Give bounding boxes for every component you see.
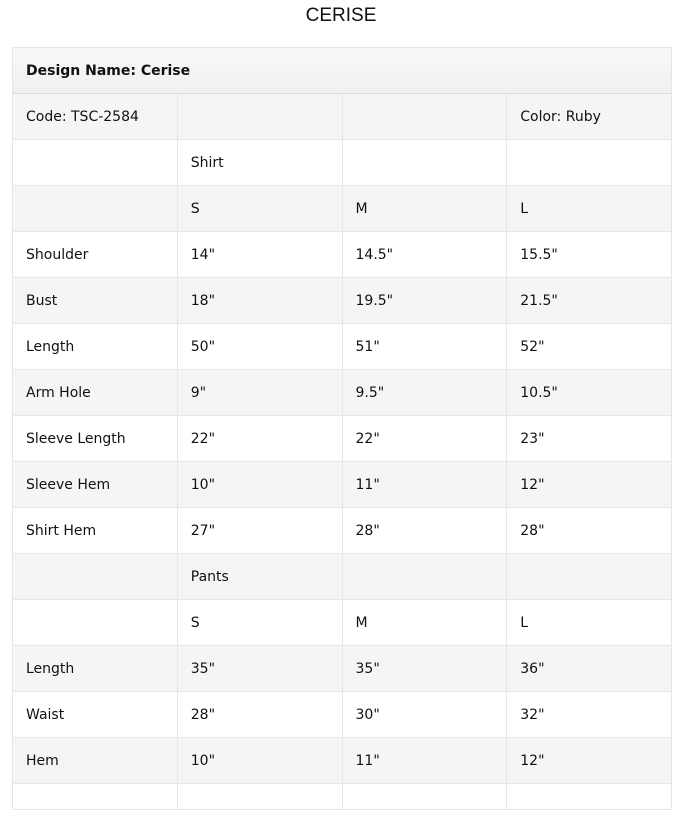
table-cell: 19.5" [341, 277, 508, 324]
table-cell: Length [12, 645, 178, 692]
table-cell: M [341, 185, 508, 232]
table-row: Bust 18" 19.5" 21.5" [12, 277, 672, 324]
table-row: Sleeve Hem 10" 11" 12" [12, 461, 672, 508]
table-cell: Shirt Hem [12, 507, 178, 554]
table-cell: 22" [341, 415, 508, 462]
table-cell: 21.5" [506, 277, 672, 324]
table-row: Sleeve Length 22" 22" 23" [12, 415, 672, 462]
table-cell: 18" [176, 277, 343, 324]
table-cell [506, 783, 672, 810]
table-cell: 12" [506, 737, 672, 784]
table-cell: 36" [506, 645, 672, 692]
table-cell: 22" [176, 415, 343, 462]
table-row: Arm Hole 9" 9.5" 10.5" [12, 369, 672, 416]
table-cell [506, 553, 672, 600]
table-cell [12, 553, 178, 600]
table-cell [341, 139, 508, 186]
table-cell: 28" [341, 507, 508, 554]
table-header-row: Design Name: Cerise [12, 47, 672, 94]
table-cell: 35" [176, 645, 343, 692]
table-row: Pants [12, 553, 672, 600]
design-name-header: Design Name: Cerise [12, 47, 672, 94]
table-cell: L [506, 599, 672, 646]
table-cell: 11" [341, 461, 508, 508]
table-cell: 50" [176, 323, 343, 370]
table-cell: 14" [176, 231, 343, 278]
table-row: Code: TSC-2584 Color: Ruby [12, 93, 672, 140]
table-cell: Length [12, 323, 178, 370]
table-cell: 10" [176, 737, 343, 784]
table-cell [341, 93, 508, 140]
table-cell: Waist [12, 691, 178, 738]
table-cell [12, 139, 178, 186]
table-cell: 27" [176, 507, 343, 554]
table-cell [176, 783, 343, 810]
table-cell: Shoulder [12, 231, 178, 278]
table-row: Hem 10" 11" 12" [12, 737, 672, 784]
table-cell [12, 783, 178, 810]
table-cell [341, 553, 508, 600]
table-cell [176, 93, 343, 140]
table-cell: Bust [12, 277, 178, 324]
table-row: Shirt [12, 139, 672, 186]
table-row: Waist 28" 30" 32" [12, 691, 672, 738]
table-cell: 30" [341, 691, 508, 738]
page-title: CERISE [305, 5, 377, 26]
table-cell: 10.5" [506, 369, 672, 416]
table-cell: L [506, 185, 672, 232]
table-cell: 15.5" [506, 231, 672, 278]
table-cell: Hem [12, 737, 178, 784]
table-cell: 11" [341, 737, 508, 784]
table-cell: 51" [341, 323, 508, 370]
table-cell: Code: TSC-2584 [12, 93, 178, 140]
table-row: Length 50" 51" 52" [12, 323, 672, 370]
table-cell [12, 599, 178, 646]
table-cell: 35" [341, 645, 508, 692]
table-row: Shirt Hem 27" 28" 28" [12, 507, 672, 554]
table-cell: 10" [176, 461, 343, 508]
table-cell: Sleeve Hem [12, 461, 178, 508]
table-cell: 9" [176, 369, 343, 416]
table-cell: Color: Ruby [506, 93, 672, 140]
table-cell: Sleeve Length [12, 415, 178, 462]
table-cell: S [176, 599, 343, 646]
table-cell: Shirt [176, 139, 343, 186]
table-cell: Pants [176, 553, 343, 600]
table-cell: Arm Hole [12, 369, 178, 416]
table-cell: S [176, 185, 343, 232]
table-cell [506, 139, 672, 186]
table-cell: 28" [506, 507, 672, 554]
table-cell: 23" [506, 415, 672, 462]
table-cell: 12" [506, 461, 672, 508]
table-row: Length 35" 35" 36" [12, 645, 672, 692]
table-cell: 9.5" [341, 369, 508, 416]
table-cell: 28" [176, 691, 343, 738]
table-row [12, 783, 672, 810]
table-cell: 32" [506, 691, 672, 738]
table-cell [341, 783, 508, 810]
table-row: Shoulder 14" 14.5" 15.5" [12, 231, 672, 278]
table-cell [12, 185, 178, 232]
table-cell: 14.5" [341, 231, 508, 278]
table-cell: M [341, 599, 508, 646]
table-cell: 52" [506, 323, 672, 370]
size-chart-table: Design Name: Cerise Code: TSC-2584 Color:… [12, 47, 672, 810]
